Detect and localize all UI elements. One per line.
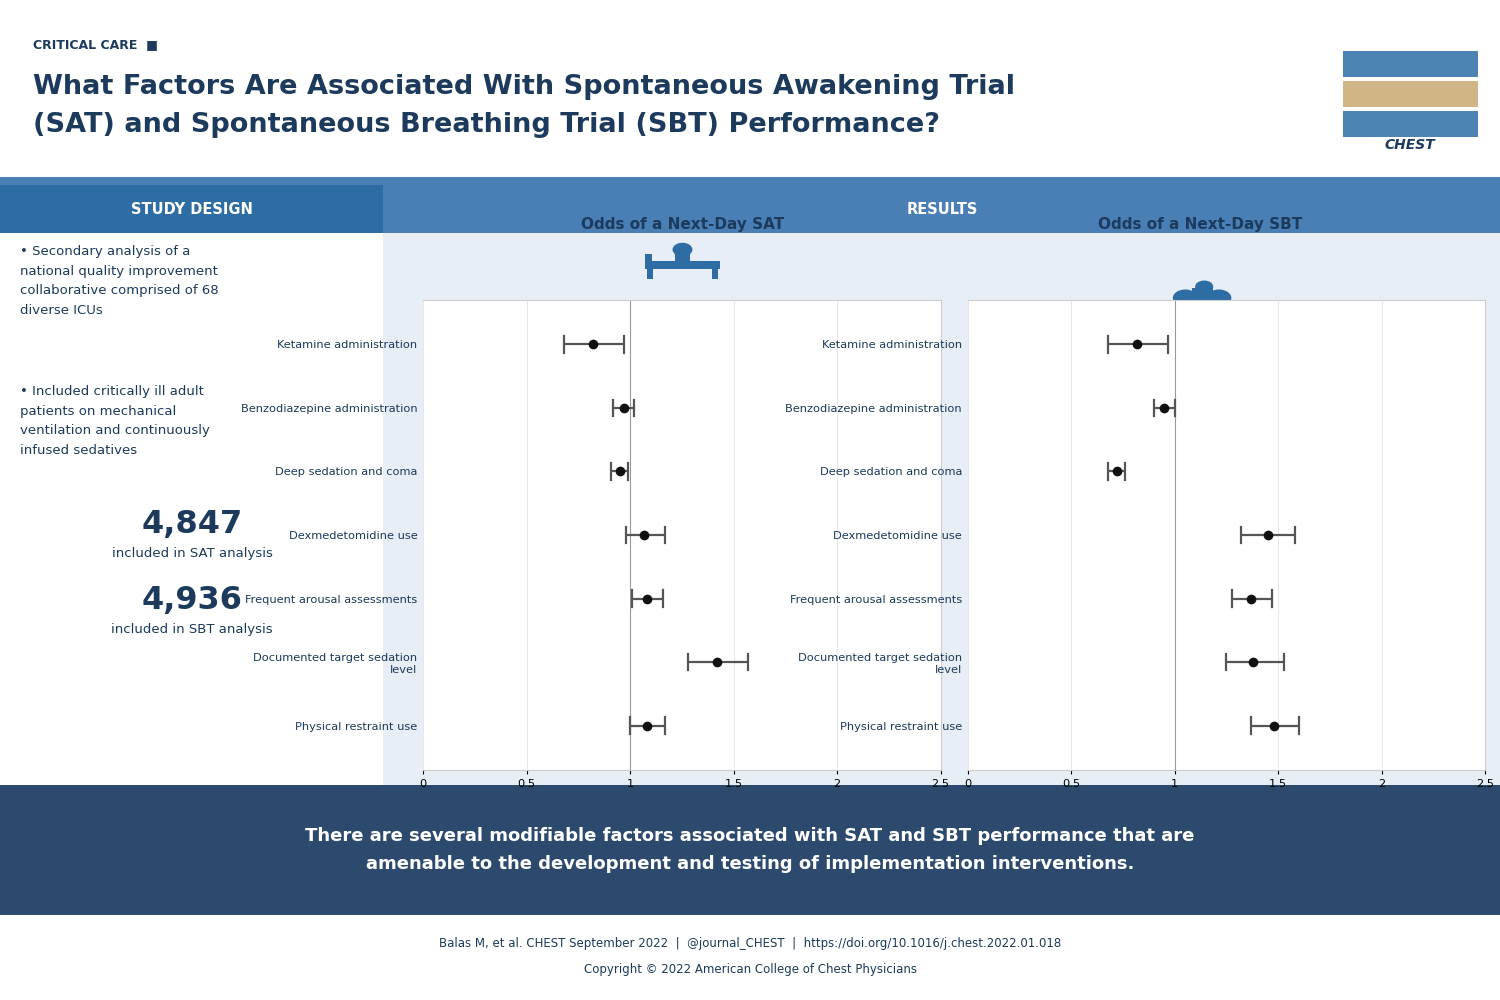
Text: CHEST: CHEST <box>1384 138 1435 152</box>
Bar <box>712 268 718 279</box>
Circle shape <box>1196 281 1212 292</box>
Text: RESULTS: RESULTS <box>906 202 978 217</box>
Bar <box>675 251 690 262</box>
Bar <box>0 185 382 233</box>
Text: 4,847: 4,847 <box>141 510 243 540</box>
Text: • Included critically ill adult
patients on mechanical
ventilation and continuou: • Included critically ill adult patients… <box>20 385 210 456</box>
Bar <box>382 185 1500 233</box>
Circle shape <box>1173 290 1197 306</box>
Bar <box>0 233 382 785</box>
Bar <box>1342 111 1478 137</box>
Text: included in SBT analysis: included in SBT analysis <box>111 622 273 636</box>
Bar <box>0 0 1500 180</box>
Text: There are several modifiable factors associated with SAT and SBT performance tha: There are several modifiable factors ass… <box>306 827 1194 873</box>
Bar <box>645 254 652 269</box>
Bar <box>1192 303 1200 315</box>
Text: • Secondary analysis of a
national quality improvement
collaborative comprised o: • Secondary analysis of a national quali… <box>20 245 217 316</box>
Bar <box>1342 81 1478 107</box>
Bar <box>382 233 1500 785</box>
Bar <box>1192 288 1214 304</box>
Text: Odds of a Next-Day SAT: Odds of a Next-Day SAT <box>580 217 784 232</box>
Text: STUDY DESIGN: STUDY DESIGN <box>130 202 254 217</box>
Bar <box>0 177 1500 185</box>
Text: included in SAT analysis: included in SAT analysis <box>111 548 273 560</box>
Text: Balas M, et al. CHEST September 2022  |  @journal_CHEST  |  https://doi.org/10.1: Balas M, et al. CHEST September 2022 | @… <box>440 936 1060 950</box>
Text: 4,936: 4,936 <box>141 584 243 615</box>
Bar <box>645 261 720 269</box>
Bar <box>1202 303 1209 315</box>
Bar <box>1342 51 1478 77</box>
Text: CRITICAL CARE  ■: CRITICAL CARE ■ <box>33 38 158 51</box>
Bar <box>0 915 1500 1000</box>
Bar <box>646 268 652 279</box>
Circle shape <box>1208 290 1230 306</box>
Text: Copyright © 2022 American College of Chest Physicians: Copyright © 2022 American College of Che… <box>584 964 916 976</box>
Bar <box>0 785 1500 915</box>
Circle shape <box>674 243 692 256</box>
Text: (SAT) and Spontaneous Breathing Trial (SBT) Performance?: (SAT) and Spontaneous Breathing Trial (S… <box>33 112 940 138</box>
Text: What Factors Are Associated With Spontaneous Awakening Trial: What Factors Are Associated With Spontan… <box>33 74 1016 100</box>
Text: Odds of a Next-Day SBT: Odds of a Next-Day SBT <box>1098 217 1302 232</box>
